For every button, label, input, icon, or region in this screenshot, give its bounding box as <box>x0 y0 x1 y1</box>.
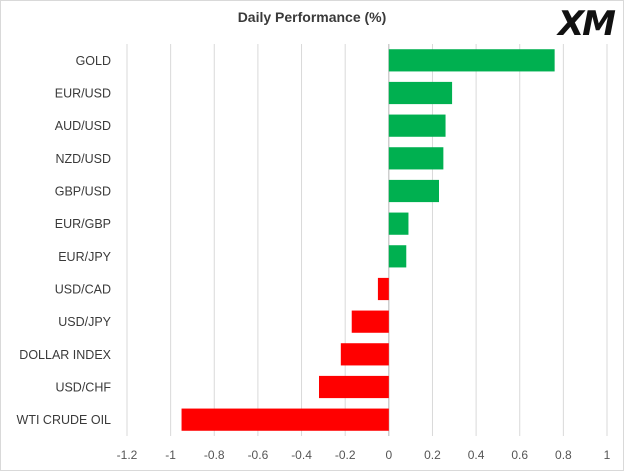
x-tick-label: -0.4 <box>291 448 312 462</box>
bar <box>319 375 389 399</box>
bar <box>388 81 453 105</box>
bar <box>388 212 409 235</box>
chart-title: Daily Performance (%) <box>237 9 387 25</box>
category-label: GBP/USD <box>55 185 111 199</box>
bar <box>377 277 389 301</box>
bar <box>388 147 444 170</box>
category-label: EUR/USD <box>55 87 111 101</box>
x-tick-label: 0.6 <box>511 448 528 462</box>
xm-logo: XM <box>557 4 616 44</box>
x-tick-label: -0.8 <box>204 448 225 462</box>
category-label: AUD/USD <box>55 119 111 133</box>
x-tick-label: -1.2 <box>117 448 138 462</box>
bar <box>351 310 389 333</box>
x-tick-label: 0.4 <box>468 448 485 462</box>
category-label: DOLLAR INDEX <box>19 348 111 362</box>
x-tick-label: 0.2 <box>424 448 441 462</box>
category-label: GOLD <box>76 54 111 68</box>
category-label: USD/JPY <box>58 315 111 329</box>
x-tick-label: -0.2 <box>335 448 356 462</box>
category-label: NZD/USD <box>55 152 111 166</box>
bar <box>388 245 407 268</box>
bar <box>388 114 446 137</box>
x-tick-label: 1 <box>604 448 611 462</box>
category-label: EUR/JPY <box>58 250 111 264</box>
x-tick-label: -0.6 <box>248 448 269 462</box>
category-label: USD/CAD <box>55 283 111 297</box>
category-label: USD/CHF <box>55 381 111 395</box>
bar <box>181 408 389 431</box>
category-label: WTI CRUDE OIL <box>17 413 111 427</box>
x-tick-label: -1 <box>165 448 176 462</box>
x-tick-label: 0 <box>385 448 392 462</box>
bar <box>388 179 439 203</box>
x-tick-label: 0.8 <box>555 448 572 462</box>
bar <box>340 343 389 366</box>
category-label: EUR/GBP <box>55 217 111 231</box>
bar <box>388 49 555 72</box>
